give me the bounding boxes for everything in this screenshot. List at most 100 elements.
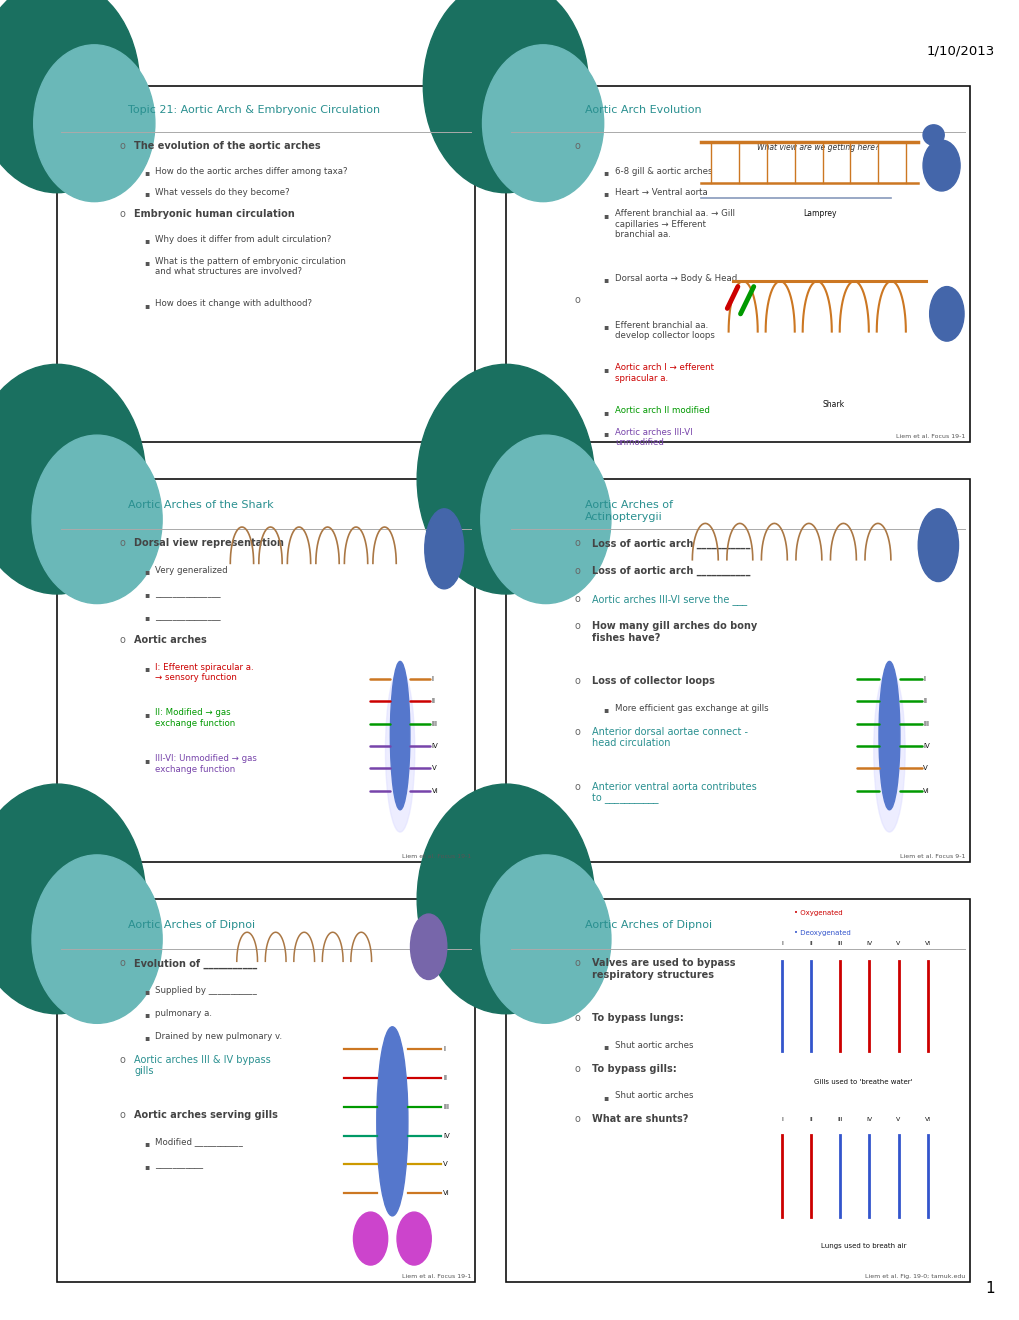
Text: Topic 21: Aortic Arch & Embryonic Circulation: Topic 21: Aortic Arch & Embryonic Circul… [128, 106, 380, 115]
FancyBboxPatch shape [505, 86, 969, 442]
Text: More efficient gas exchange at gills: More efficient gas exchange at gills [614, 704, 768, 713]
Text: Aortic Arch Evolution: Aortic Arch Evolution [584, 106, 701, 115]
Text: I: I [922, 676, 924, 682]
Text: What are shunts?: What are shunts? [591, 1114, 688, 1125]
Text: o: o [119, 1110, 124, 1119]
Text: ▪: ▪ [145, 756, 150, 764]
Circle shape [417, 784, 594, 1014]
Text: o: o [575, 727, 580, 737]
Text: Why does it differ from adult circulation?: Why does it differ from adult circulatio… [155, 235, 331, 244]
Text: II: II [922, 698, 926, 705]
Text: Aortic Arches of Dipnoi: Aortic Arches of Dipnoi [584, 920, 711, 931]
Text: To bypass gills:: To bypass gills: [591, 1064, 676, 1074]
Text: o: o [119, 210, 124, 219]
Text: ▪: ▪ [145, 590, 150, 599]
Ellipse shape [396, 1212, 431, 1265]
Text: Anterior dorsal aortae connect -
head circulation: Anterior dorsal aortae connect - head ci… [591, 727, 747, 748]
Text: Aortic arch I → efferent
spriacular a.: Aortic arch I → efferent spriacular a. [614, 363, 713, 383]
Text: 1: 1 [984, 1282, 994, 1296]
Text: VI: VI [442, 1191, 449, 1196]
Text: _______________: _______________ [155, 612, 221, 620]
Text: IV: IV [922, 743, 929, 748]
Text: ▪: ▪ [602, 364, 607, 374]
Text: ▪: ▪ [145, 614, 150, 622]
Text: VI: VI [923, 941, 929, 946]
Text: ▪: ▪ [145, 236, 150, 246]
Text: The evolution of the aortic arches: The evolution of the aortic arches [135, 141, 321, 150]
Text: I: Efferent spiracular a.
→ sensory function: I: Efferent spiracular a. → sensory func… [155, 663, 254, 682]
Text: o: o [575, 781, 580, 792]
Text: Aortic arches III & IV bypass
gills: Aortic arches III & IV bypass gills [135, 1055, 271, 1076]
Text: VI: VI [922, 788, 929, 793]
Text: Loss of aortic arch ___________: Loss of aortic arch ___________ [591, 539, 749, 549]
Text: Heart → Ventral aorta: Heart → Ventral aorta [614, 187, 707, 197]
Circle shape [480, 436, 610, 603]
Text: V: V [431, 766, 436, 771]
Text: III-VI: Unmodified → gas
exchange function: III-VI: Unmodified → gas exchange functi… [155, 755, 257, 774]
Text: Dorsal view representation: Dorsal view representation [135, 539, 284, 549]
Text: Aortic Arches of Dipnoi: Aortic Arches of Dipnoi [128, 920, 255, 931]
Text: How many gill arches do bony
fishes have?: How many gill arches do bony fishes have… [591, 622, 756, 643]
Text: ▪: ▪ [145, 168, 150, 177]
Text: Lamprey: Lamprey [802, 209, 836, 218]
Text: o: o [119, 539, 124, 549]
Text: Liem et al. Focus 19-1: Liem et al. Focus 19-1 [401, 1274, 471, 1279]
Text: ▪: ▪ [602, 211, 607, 220]
Text: II: II [442, 1076, 446, 1081]
Text: II: II [431, 698, 435, 705]
Text: III: III [922, 721, 928, 727]
Text: ▪: ▪ [602, 275, 607, 284]
Circle shape [32, 855, 162, 1023]
Text: Aortic arches III-VI
unmodified: Aortic arches III-VI unmodified [614, 428, 692, 447]
Text: o: o [575, 1064, 580, 1074]
Text: What vessels do they become?: What vessels do they become? [155, 187, 289, 197]
Text: Drained by new pulmonary v.: Drained by new pulmonary v. [155, 1032, 282, 1040]
Text: Anterior ventral aorta contributes
to ___________: Anterior ventral aorta contributes to __… [591, 781, 756, 804]
Text: Embryonic human circulation: Embryonic human circulation [135, 210, 294, 219]
Text: Aortic Arches of
Actinopterygii: Aortic Arches of Actinopterygii [584, 500, 673, 521]
Text: Aortic arch II modified: Aortic arch II modified [614, 407, 709, 416]
Text: ▪: ▪ [145, 1162, 150, 1171]
Text: Aortic arches III-VI serve the ___: Aortic arches III-VI serve the ___ [591, 594, 746, 605]
Text: Shark: Shark [821, 400, 844, 409]
Text: II: II [809, 1117, 812, 1122]
Circle shape [480, 855, 610, 1023]
Text: Loss of aortic arch ___________: Loss of aortic arch ___________ [591, 566, 749, 577]
Text: Lungs used to breath air: Lungs used to breath air [819, 1243, 905, 1250]
Text: I: I [431, 676, 433, 682]
Ellipse shape [354, 1212, 387, 1265]
Text: ▪: ▪ [602, 168, 607, 177]
Ellipse shape [424, 508, 464, 589]
Text: 6-8 gill & aortic arches: 6-8 gill & aortic arches [614, 166, 712, 176]
Text: IV: IV [431, 743, 438, 748]
Text: III: III [837, 941, 843, 946]
Text: Shut aortic arches: Shut aortic arches [614, 1041, 693, 1049]
Circle shape [423, 0, 588, 193]
Text: o: o [575, 294, 580, 305]
Text: o: o [575, 958, 580, 969]
Text: V: V [896, 1117, 900, 1122]
Text: I: I [781, 1117, 783, 1122]
Text: III: III [431, 721, 437, 727]
Text: ▪: ▪ [145, 1139, 150, 1147]
Text: Aortic Arches of the Shark: Aortic Arches of the Shark [128, 500, 273, 511]
Text: ▪: ▪ [145, 257, 150, 267]
Ellipse shape [385, 669, 415, 832]
Text: o: o [119, 958, 124, 969]
Text: Aortic arches: Aortic arches [135, 635, 207, 645]
Text: ___________: ___________ [155, 1160, 204, 1170]
Text: Liem et al. Focus 19-1: Liem et al. Focus 19-1 [896, 434, 964, 440]
Text: ▪: ▪ [145, 1010, 150, 1019]
Text: o: o [119, 1055, 124, 1065]
Text: ▪: ▪ [602, 322, 607, 331]
Text: Very generalized: Very generalized [155, 566, 228, 576]
Text: ▪: ▪ [145, 987, 150, 997]
Ellipse shape [390, 661, 410, 809]
Text: Liem et al. Focus 9-1: Liem et al. Focus 9-1 [899, 854, 964, 859]
Text: o: o [119, 635, 124, 645]
FancyBboxPatch shape [505, 899, 969, 1282]
Text: III: III [837, 1117, 843, 1122]
Text: I: I [781, 941, 783, 946]
Circle shape [0, 784, 146, 1014]
Text: Gills used to 'breathe water': Gills used to 'breathe water' [813, 1078, 912, 1085]
